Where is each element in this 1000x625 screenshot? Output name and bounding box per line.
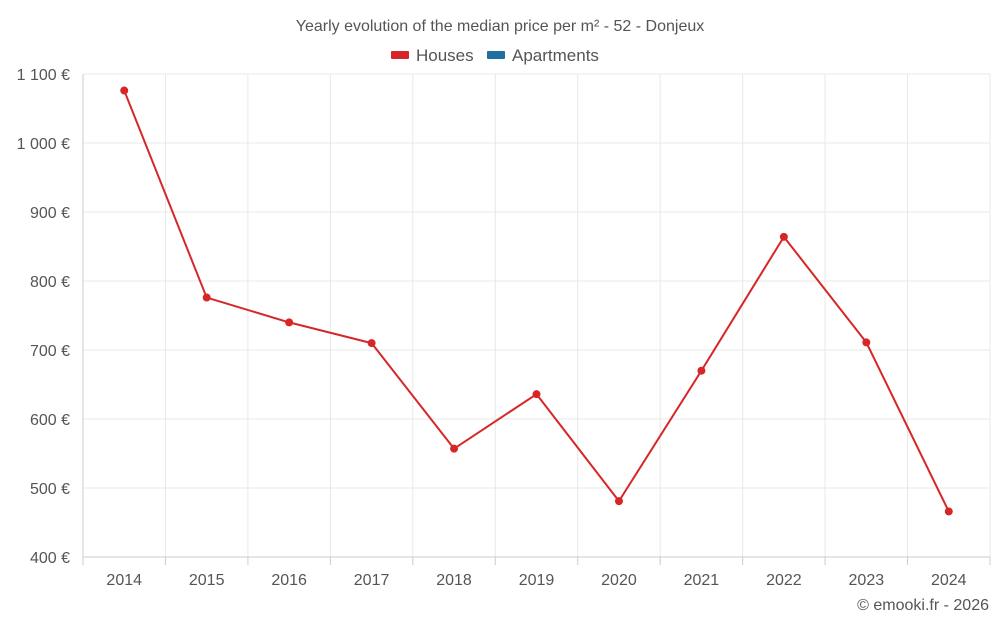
x-tick-label: 2014 (106, 572, 142, 589)
credit-text: © emooki.fr - 2026 (857, 597, 989, 614)
series-houses (120, 86, 953, 516)
x-tick-label: 2018 (436, 572, 472, 589)
x-tick-label: 2019 (519, 572, 555, 589)
x-axis: 2014 2015 2016 2017 2018 2019 2020 2021 2022 2023… (82, 556, 991, 589)
x-tick-label: 2017 (354, 572, 390, 589)
y-axis: 400 € 500 € 600 € 700 € 800 € 900 € 1 000 € 1 1… (17, 67, 84, 567)
y-tick-label: 1 000 € (17, 136, 70, 153)
data-point[interactable] (120, 86, 129, 95)
x-tick-label: 2023 (849, 572, 885, 589)
data-point[interactable] (285, 318, 294, 327)
x-tick-label: 2016 (271, 572, 307, 589)
x-tick-label: 2024 (931, 572, 967, 589)
legend-label-apartments: Apartments (512, 46, 599, 65)
data-point[interactable] (614, 497, 623, 506)
data-point[interactable] (779, 232, 788, 241)
data-point[interactable] (862, 338, 871, 347)
x-tick-label: 2015 (189, 572, 225, 589)
chart-title: Yearly evolution of the median price per… (296, 18, 705, 35)
data-point[interactable] (697, 366, 706, 375)
gridlines (83, 73, 991, 557)
y-tick-label: 400 € (30, 550, 70, 567)
legend-item-apartments[interactable]: Apartments (487, 46, 599, 65)
y-tick-label: 800 € (30, 274, 70, 291)
y-tick-label: 900 € (30, 205, 70, 222)
data-point[interactable] (532, 390, 541, 399)
y-tick-label: 700 € (30, 343, 70, 360)
data-point[interactable] (450, 444, 459, 453)
legend-item-houses[interactable]: Houses (391, 46, 474, 65)
legend-swatch-apartments (487, 51, 505, 59)
y-tick-label: 1 100 € (17, 67, 70, 84)
y-tick-label: 600 € (30, 412, 70, 429)
data-point[interactable] (202, 293, 211, 302)
legend: Houses Apartments (391, 46, 599, 65)
data-point[interactable] (367, 339, 376, 348)
x-tick-label: 2021 (684, 572, 720, 589)
legend-label-houses: Houses (416, 46, 474, 65)
data-point[interactable] (944, 507, 953, 516)
y-tick-label: 500 € (30, 481, 70, 498)
legend-swatch-houses (391, 51, 409, 59)
x-tick-label: 2022 (766, 572, 802, 589)
x-tick-label: 2020 (601, 572, 637, 589)
